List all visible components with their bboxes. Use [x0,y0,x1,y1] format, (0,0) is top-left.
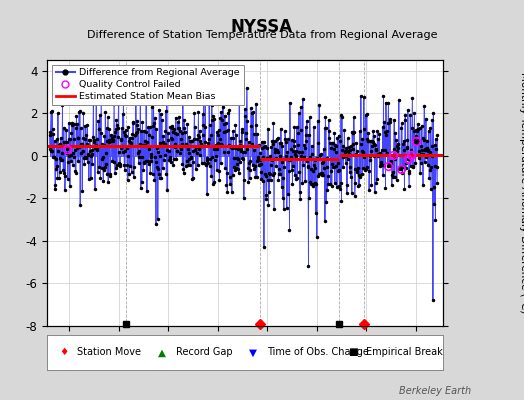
Text: Time of Obs. Change: Time of Obs. Change [267,347,368,358]
Y-axis label: Monthly Temperature Anomaly Difference (°C): Monthly Temperature Anomaly Difference (… [519,72,524,314]
Text: ▲: ▲ [158,347,166,358]
Text: Difference of Station Temperature Data from Regional Average: Difference of Station Temperature Data f… [87,30,437,40]
Text: ♦: ♦ [59,347,68,358]
Text: Station Move: Station Move [77,347,141,358]
Text: ■: ■ [348,347,357,358]
Text: NYSSA: NYSSA [231,18,293,36]
Legend: Difference from Regional Average, Quality Control Failed, Estimated Station Mean: Difference from Regional Average, Qualit… [52,65,244,105]
Text: Berkeley Earth: Berkeley Earth [399,386,472,396]
Text: Record Gap: Record Gap [176,347,232,358]
Text: ▼: ▼ [249,347,257,358]
Text: Empirical Break: Empirical Break [366,347,442,358]
